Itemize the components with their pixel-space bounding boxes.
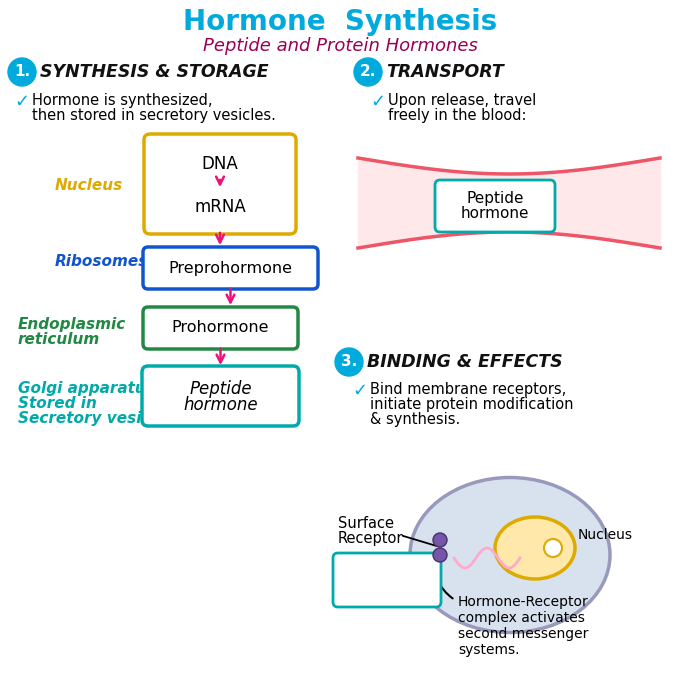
- FancyBboxPatch shape: [143, 247, 318, 289]
- Text: Endoplasmic: Endoplasmic: [18, 318, 126, 333]
- Text: Peptide: Peptide: [189, 380, 252, 398]
- Text: Nucleus: Nucleus: [578, 528, 633, 542]
- Text: Surface: Surface: [338, 517, 394, 532]
- Text: DNA: DNA: [202, 155, 239, 173]
- Text: hormone: hormone: [353, 581, 421, 596]
- Text: Peptide: Peptide: [466, 192, 524, 207]
- Text: TRANSPORT: TRANSPORT: [386, 63, 504, 81]
- Text: ✓: ✓: [370, 93, 385, 111]
- Text: initiate protein modification: initiate protein modification: [370, 397, 573, 412]
- Text: Upon release, travel: Upon release, travel: [388, 93, 537, 108]
- Text: Golgi apparatus,: Golgi apparatus,: [18, 381, 160, 396]
- Text: complex activates: complex activates: [458, 611, 585, 625]
- Text: systems.: systems.: [458, 643, 520, 657]
- Text: Ribosomes: Ribosomes: [55, 254, 148, 269]
- Text: 2.: 2.: [360, 65, 376, 80]
- Text: Hormone-Receptor: Hormone-Receptor: [458, 595, 589, 609]
- FancyBboxPatch shape: [142, 366, 299, 426]
- Text: Hormone is synthesized,: Hormone is synthesized,: [32, 93, 212, 108]
- Circle shape: [8, 58, 36, 86]
- Text: Nucleus: Nucleus: [55, 177, 123, 192]
- FancyBboxPatch shape: [435, 180, 555, 232]
- FancyBboxPatch shape: [333, 553, 441, 607]
- Circle shape: [544, 539, 562, 557]
- Circle shape: [433, 548, 447, 562]
- Text: then stored in secretory vesicles.: then stored in secretory vesicles.: [32, 108, 276, 123]
- Text: Stored in: Stored in: [18, 396, 97, 411]
- Circle shape: [354, 58, 382, 86]
- Circle shape: [335, 348, 363, 376]
- Text: Receptor: Receptor: [338, 532, 403, 547]
- Text: Preprohormone: Preprohormone: [169, 260, 292, 275]
- Text: & synthesis.: & synthesis.: [370, 412, 460, 427]
- Text: reticulum: reticulum: [18, 333, 100, 347]
- Text: Peptide: Peptide: [358, 564, 415, 579]
- Text: mRNA: mRNA: [194, 198, 246, 216]
- Text: 3.: 3.: [341, 354, 357, 369]
- Text: 1.: 1.: [14, 65, 30, 80]
- Text: BINDING & EFFECTS: BINDING & EFFECTS: [367, 353, 562, 371]
- Text: ✓: ✓: [352, 382, 367, 400]
- Text: Hormone  Synthesis: Hormone Synthesis: [183, 8, 497, 36]
- Ellipse shape: [495, 517, 575, 579]
- Text: Secretory vesicles: Secretory vesicles: [18, 411, 175, 426]
- Ellipse shape: [410, 477, 610, 632]
- Text: hormone: hormone: [183, 396, 258, 414]
- FancyBboxPatch shape: [143, 307, 298, 349]
- Circle shape: [433, 533, 447, 547]
- Text: second messenger: second messenger: [458, 627, 588, 641]
- Text: SYNTHESIS & STORAGE: SYNTHESIS & STORAGE: [40, 63, 269, 81]
- Text: hormone: hormone: [461, 207, 529, 222]
- Text: Peptide and Protein Hormones: Peptide and Protein Hormones: [203, 37, 477, 55]
- FancyBboxPatch shape: [144, 134, 296, 234]
- Text: ✓: ✓: [14, 93, 29, 111]
- Text: Bind membrane receptors,: Bind membrane receptors,: [370, 382, 566, 397]
- Text: Prohormone: Prohormone: [172, 320, 269, 335]
- Text: freely in the blood:: freely in the blood:: [388, 108, 526, 123]
